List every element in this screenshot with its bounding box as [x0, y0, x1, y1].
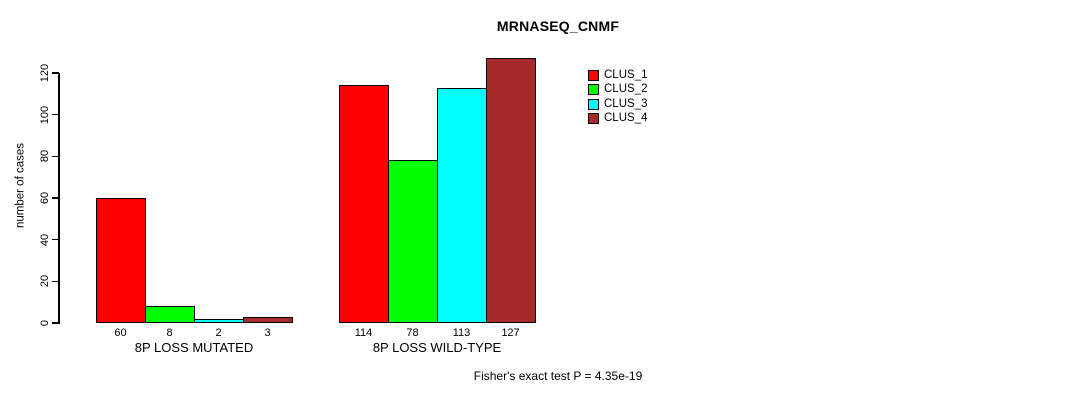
bar-clus_3: [194, 319, 244, 323]
bar-clus_4: [486, 58, 536, 323]
bar-value-label: 3: [264, 327, 271, 339]
bar-clus_3: [437, 88, 487, 323]
legend-label: CLUS_2: [604, 83, 648, 96]
fisher-test-annotation: Fisher's exact test P = 4.35e-19: [473, 369, 643, 383]
bar-value-label: 8: [166, 327, 173, 339]
y-axis-title: number of cases: [14, 143, 27, 229]
bar-clus_4: [243, 317, 293, 323]
y-axis-tick-label: 40: [39, 233, 51, 246]
y-axis-tick-label: 60: [39, 191, 51, 205]
y-axis-tick-mark: [52, 113, 59, 116]
chart-title: MRNASEQ_CNMF: [496, 18, 620, 34]
bar-value-label: 60: [114, 327, 127, 339]
legend-swatch: [588, 98, 599, 110]
y-axis-tick-mark: [52, 280, 59, 283]
y-axis-tick-mark: [52, 238, 59, 241]
bar-value-label: 114: [354, 327, 373, 339]
bar-clus_2: [145, 306, 195, 323]
legend-swatch: [588, 112, 599, 124]
bar-value-label: 127: [501, 327, 520, 339]
legend-label: CLUS_3: [604, 97, 648, 110]
y-axis-tick-label: 100: [39, 105, 51, 124]
y-axis-tick-mark: [52, 155, 59, 158]
y-axis-tick-mark: [52, 197, 59, 199]
y-axis-tick-mark: [52, 72, 59, 74]
x-axis-group-label: 8P LOSS WILD-TYPE: [372, 340, 502, 355]
bar-value-label: 113: [452, 327, 471, 339]
y-axis-tick-label: 0: [39, 319, 51, 327]
legend-label: CLUS_1: [604, 69, 648, 81]
bar-value-label: 2: [215, 327, 222, 339]
bar-clus_2: [388, 160, 438, 323]
bar-clus_1: [96, 198, 146, 323]
y-axis-tick-label: 20: [39, 275, 51, 288]
y-axis-tick-label: 80: [39, 150, 51, 163]
y-axis-tick-label: 120: [39, 63, 51, 83]
legend-swatch: [588, 84, 599, 96]
legend-label: CLUS_4: [604, 111, 648, 124]
x-axis-group-label: 8P LOSS MUTATED: [134, 340, 254, 355]
legend-swatch: [588, 70, 599, 81]
bar-value-label: 78: [406, 327, 419, 339]
bar-clus_1: [339, 85, 389, 323]
y-axis-tick-mark: [52, 322, 59, 324]
